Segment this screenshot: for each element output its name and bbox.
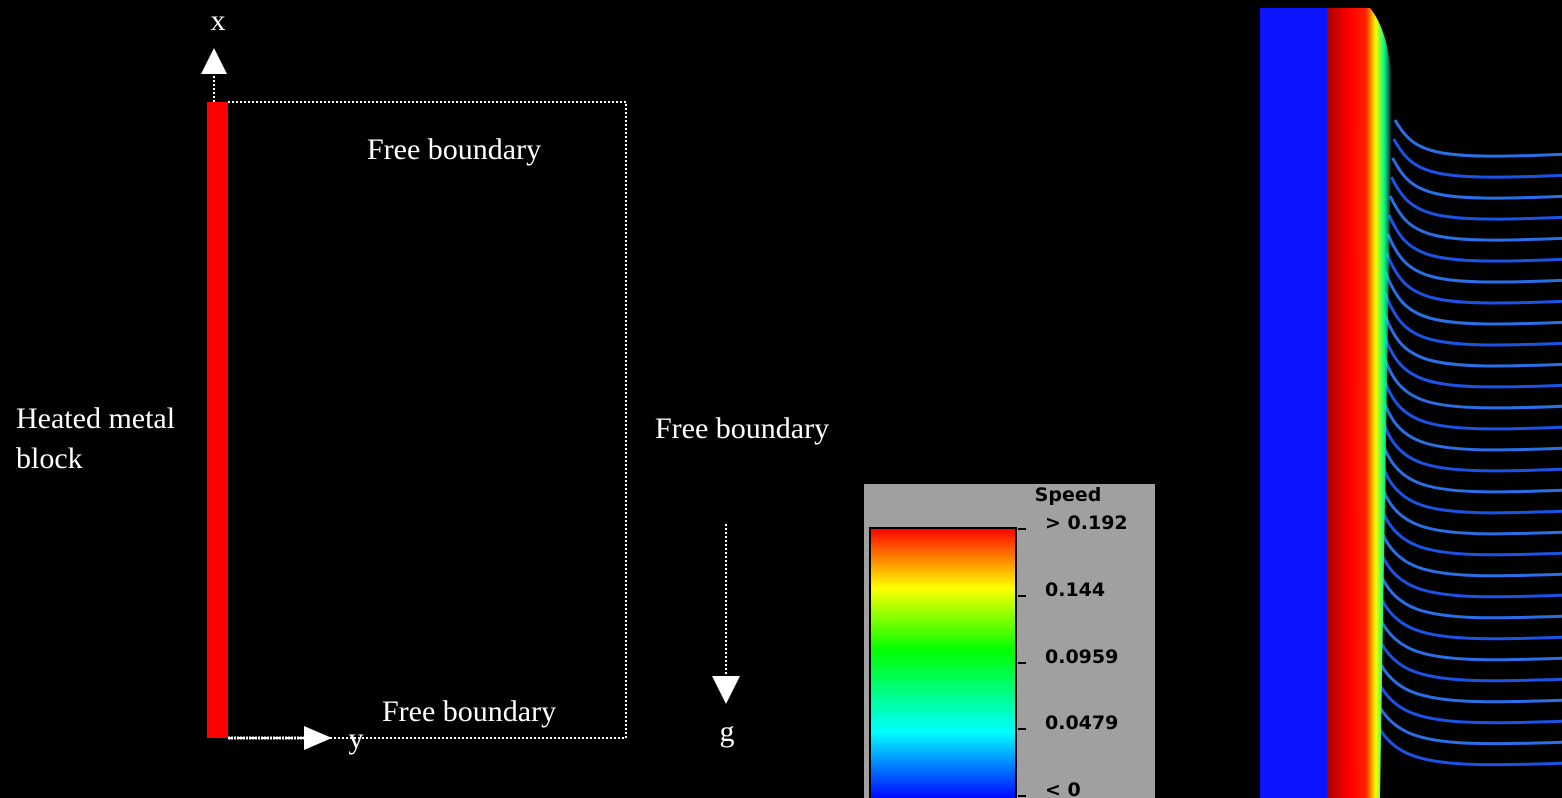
page: x y g Free boundary Free boundary Free b… — [0, 0, 1562, 798]
metal-block — [1260, 8, 1327, 798]
legend-label: 0.0959 — [1045, 646, 1118, 668]
bottom-boundary-label: Free boundary — [382, 695, 556, 728]
heater-label: Heated metal — [16, 402, 175, 435]
legend-label: < 0 — [1045, 779, 1081, 798]
y-label: y — [349, 722, 364, 755]
heated-block — [207, 102, 228, 738]
x-label: x — [211, 4, 226, 37]
legend-label: 0.144 — [1045, 579, 1105, 601]
legend-label: 0.0479 — [1045, 712, 1118, 734]
heater-label: block — [16, 442, 83, 475]
legend-title: Speed — [1035, 484, 1102, 506]
right-boundary-label: Free boundary — [655, 412, 829, 445]
color-bar — [870, 528, 1016, 798]
legend-label: > 0.192 — [1045, 512, 1128, 534]
top-boundary-label: Free boundary — [367, 133, 541, 166]
g-label: g — [720, 715, 735, 748]
